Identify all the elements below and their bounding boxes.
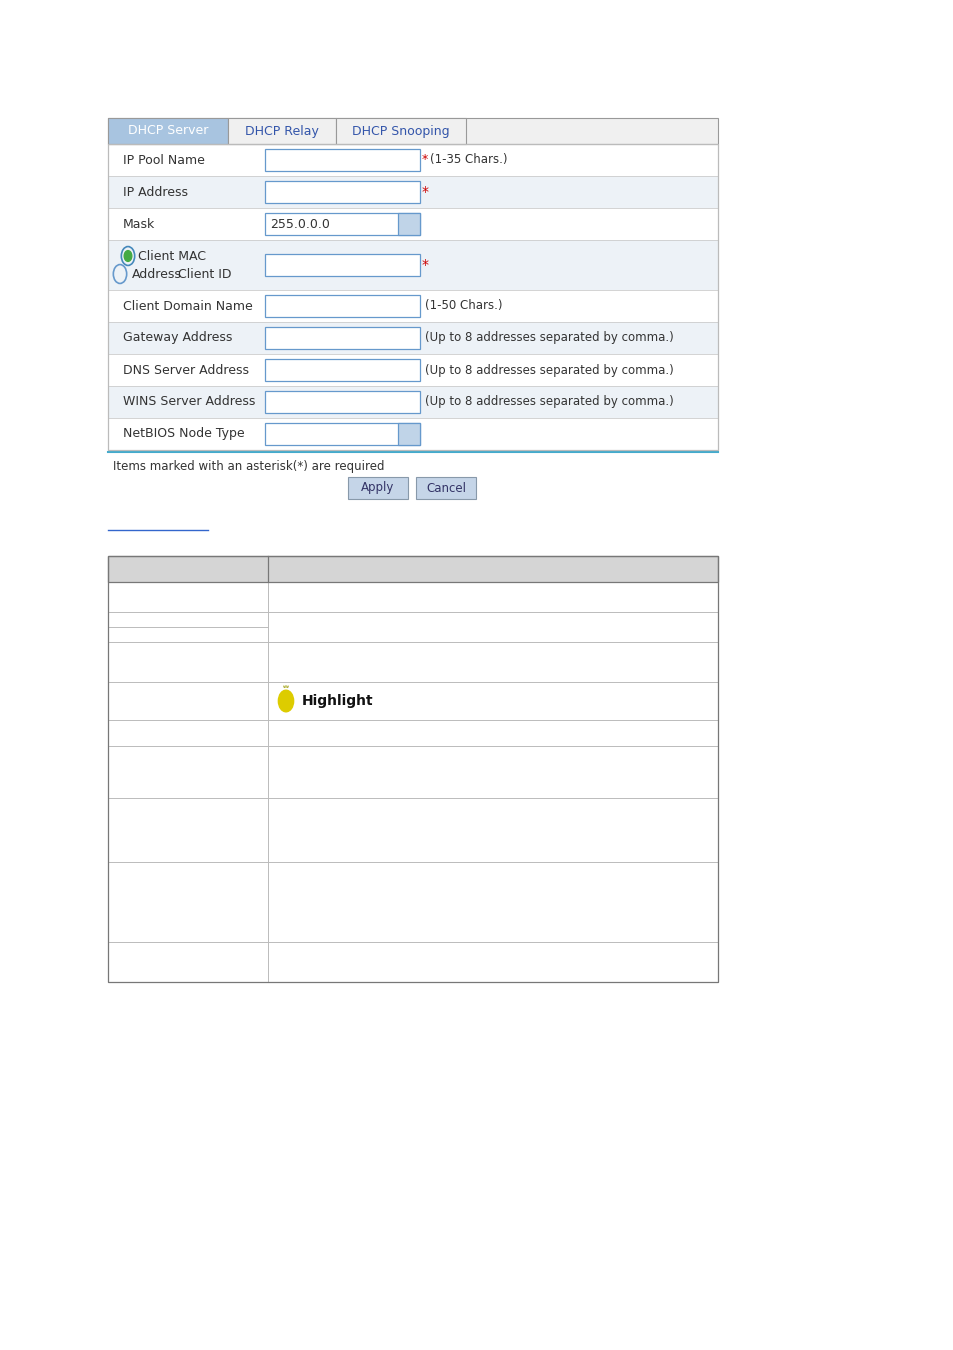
Bar [108, 117, 228, 144]
Bar [108, 117, 718, 144]
Text: DHCP Server: DHCP Server [128, 124, 208, 138]
Bar [265, 254, 419, 275]
Bar [108, 556, 718, 981]
Bar [108, 643, 718, 682]
Text: *: * [421, 258, 429, 271]
Bar [108, 208, 718, 240]
Bar [265, 423, 419, 446]
Bar [228, 117, 335, 144]
Text: Client MAC: Client MAC [138, 250, 206, 262]
Text: Address: Address [132, 267, 182, 281]
Text: (Up to 8 addresses separated by comma.): (Up to 8 addresses separated by comma.) [424, 363, 673, 377]
Bar [108, 747, 718, 798]
Bar [265, 327, 419, 350]
Bar [108, 720, 718, 747]
Bar [397, 423, 419, 446]
Text: ▼: ▼ [405, 219, 413, 230]
Text: DHCP Snooping: DHCP Snooping [352, 124, 450, 138]
Text: DNS Server Address: DNS Server Address [123, 363, 249, 377]
Text: Items marked with an asterisk(*) are required: Items marked with an asterisk(*) are req… [112, 459, 384, 472]
Text: 255.0.0.0: 255.0.0.0 [270, 217, 330, 231]
Bar [265, 213, 419, 235]
Bar [416, 477, 476, 500]
Text: WINS Server Address: WINS Server Address [123, 396, 255, 409]
Bar [108, 290, 718, 323]
Text: Mask: Mask [123, 217, 155, 231]
Text: Cancel: Cancel [426, 482, 465, 494]
Bar [265, 181, 419, 202]
Bar [335, 117, 465, 144]
Bar [348, 477, 408, 500]
Bar [108, 144, 718, 176]
Text: Gateway Address: Gateway Address [123, 332, 233, 344]
Bar [108, 418, 718, 450]
Bar [108, 612, 718, 643]
Text: ▼: ▼ [405, 429, 413, 439]
Text: (1-50 Chars.): (1-50 Chars.) [424, 300, 502, 312]
Text: DHCP Relay: DHCP Relay [245, 124, 318, 138]
Text: Client Domain Name: Client Domain Name [123, 300, 253, 312]
Bar [397, 213, 419, 235]
Text: *: * [421, 154, 428, 166]
Text: (Up to 8 addresses separated by comma.): (Up to 8 addresses separated by comma.) [424, 332, 673, 344]
Text: NetBIOS Node Type: NetBIOS Node Type [123, 428, 244, 440]
Text: Highlight: Highlight [302, 694, 374, 707]
Bar [265, 392, 419, 413]
Bar [108, 176, 718, 208]
Circle shape [124, 251, 132, 262]
Text: Client ID: Client ID [178, 267, 232, 281]
Text: (Up to 8 addresses separated by comma.): (Up to 8 addresses separated by comma.) [424, 396, 673, 409]
Bar [108, 240, 718, 290]
Bar [108, 682, 718, 720]
Bar [265, 148, 419, 171]
Bar [265, 296, 419, 317]
Bar [265, 359, 419, 381]
Bar [108, 798, 718, 863]
Text: *: * [421, 185, 429, 198]
Bar [108, 386, 718, 418]
Text: Apply: Apply [361, 482, 395, 494]
Bar [108, 556, 718, 582]
Text: IP Address: IP Address [123, 185, 188, 198]
Bar [108, 354, 718, 386]
Bar [108, 863, 718, 942]
Bar [108, 323, 718, 354]
Text: (1-35 Chars.): (1-35 Chars.) [430, 154, 507, 166]
Circle shape [278, 690, 294, 711]
Bar [108, 582, 718, 612]
Bar [108, 942, 718, 981]
Text: IP Pool Name: IP Pool Name [123, 154, 205, 166]
Bar [108, 144, 718, 450]
